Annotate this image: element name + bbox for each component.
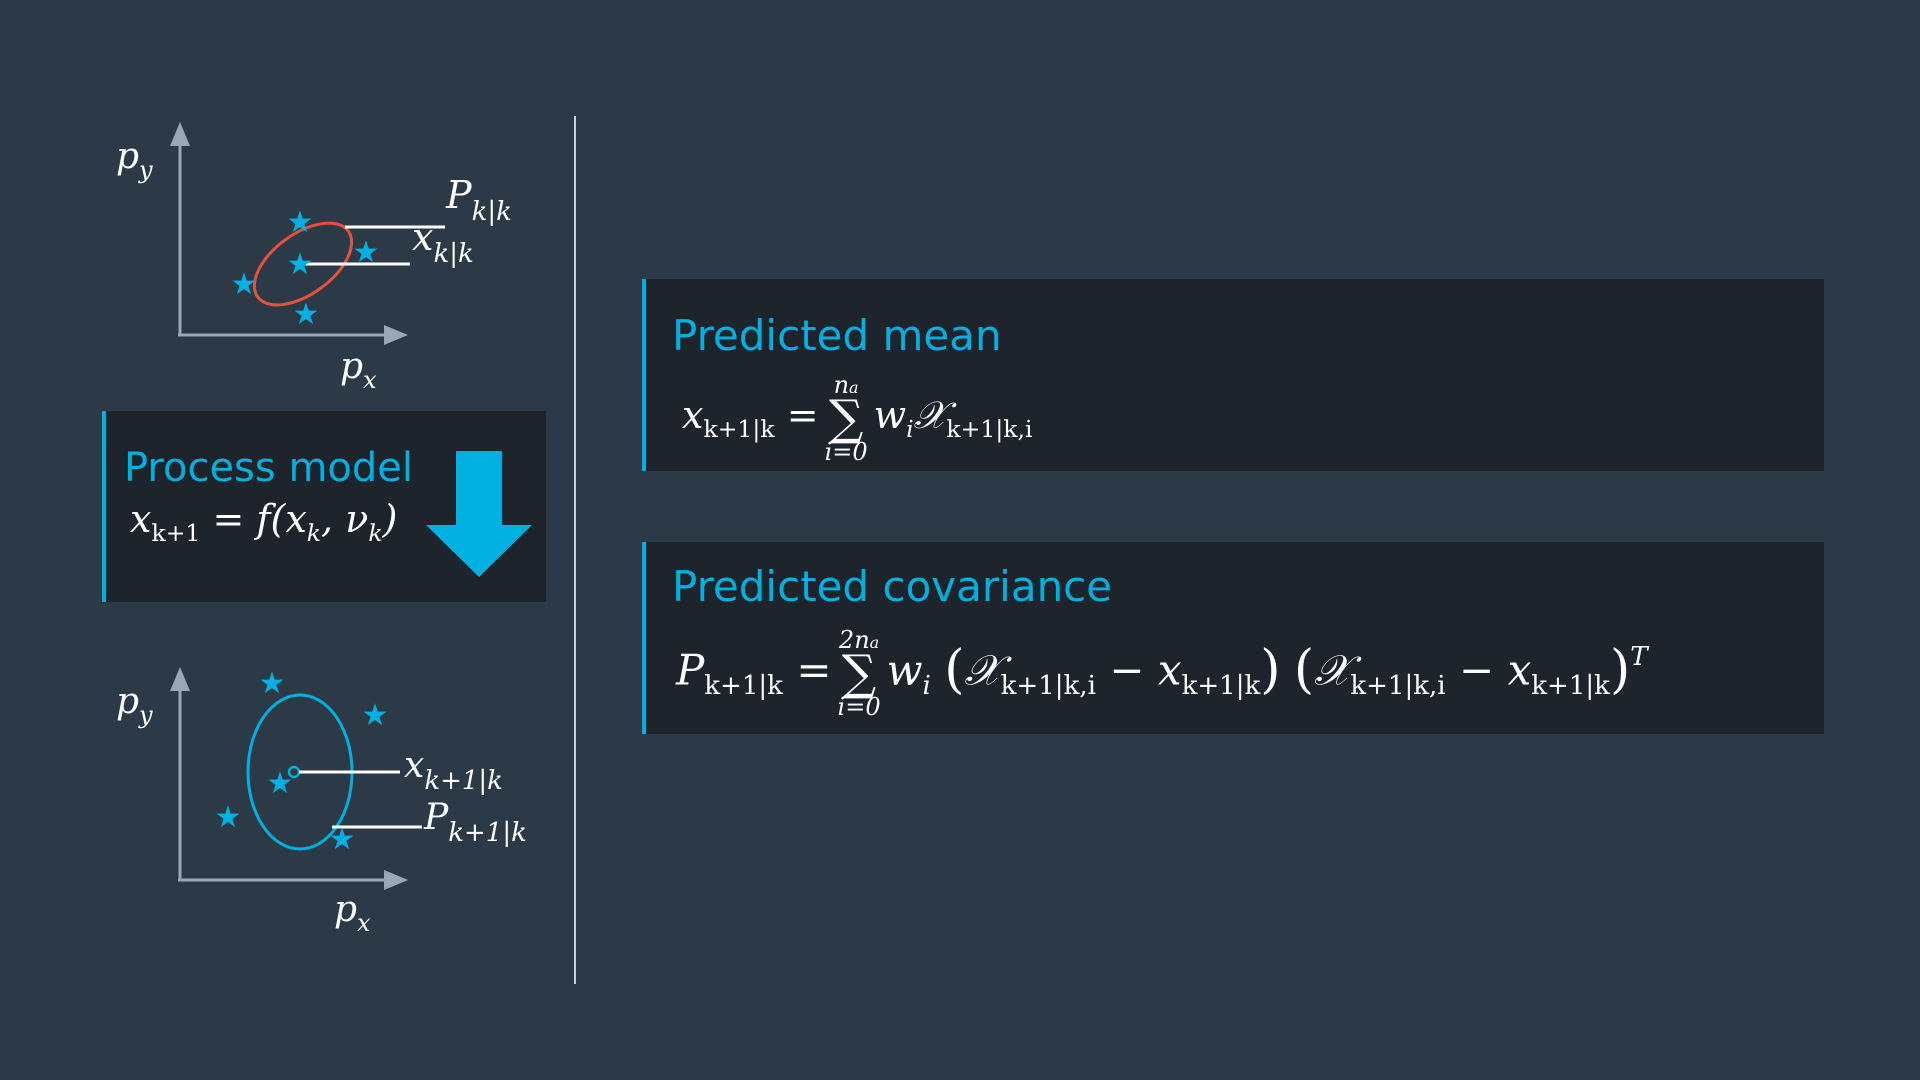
svg-text:xk|k: xk|k	[412, 215, 474, 269]
x-axis-label: p	[334, 889, 357, 930]
covariance-ellipse	[252, 221, 354, 307]
svg-text:px: px	[340, 346, 377, 394]
svg-text:px: px	[334, 889, 371, 937]
svg-text:py: py	[116, 681, 153, 729]
svg-text:py: py	[116, 136, 153, 184]
star-sigma-point: ★	[287, 247, 314, 282]
y-axis-arrowhead	[170, 667, 190, 691]
star-sigma-point: ★	[267, 766, 294, 801]
mean-label: x	[404, 745, 424, 786]
svg-text:xk+1|k: xk+1|k	[404, 745, 503, 796]
process-model-panel: Process model xk+1 = f(xk, νk)	[102, 411, 546, 602]
star-sigma-point: ★	[215, 800, 242, 835]
x-axis-arrowhead	[384, 325, 408, 345]
cov-label: P	[423, 797, 449, 838]
process-model-title: Process model	[124, 445, 414, 491]
star-sigma-point: ★	[353, 235, 380, 270]
predicted-mean-equation: xk+1|k = na ∑ i=0 wi𝒳k+1|k,i	[682, 371, 1033, 467]
process-model-equation: xk+1 = f(xk, νk)	[130, 497, 398, 547]
predicted-covariance-panel: Predicted covariance Pk+1|k = 2na ∑ i=0 wi (…	[642, 542, 1824, 734]
x-axis-label: p	[340, 346, 363, 387]
vertical-divider	[574, 116, 576, 984]
predicted-mean-title: Predicted mean	[672, 311, 1002, 360]
x-axis-arrowhead	[384, 870, 408, 890]
star-sigma-point: ★	[293, 297, 320, 332]
y-axis-label: p	[116, 681, 139, 722]
prior-state-diagram: ★ ★ ★ ★ ★ py px Pk|k xk|k	[116, 122, 512, 394]
star-sigma-point: ★	[231, 267, 258, 302]
predicted-covariance-title: Predicted covariance	[672, 562, 1113, 611]
star-sigma-point: ★	[362, 698, 389, 733]
predicted-state-diagram: ★ ★ ★ ★ ★ py px xk+1|k Pk+1|k	[116, 666, 527, 937]
y-axis-arrowhead	[170, 122, 190, 146]
predicted-mean-panel: Predicted mean xk+1|k = na ∑ i=0 wi𝒳k+1|k,i	[642, 279, 1824, 471]
star-sigma-point: ★	[259, 666, 286, 701]
mean-label: x	[412, 215, 433, 259]
svg-text:Pk+1|k: Pk+1|k	[423, 797, 527, 848]
y-axis-label: p	[116, 136, 139, 177]
down-arrow-icon	[426, 451, 532, 577]
svg-text:Pk|k: Pk|k	[445, 173, 512, 227]
star-sigma-point: ★	[287, 205, 314, 240]
star-sigma-point: ★	[329, 822, 356, 857]
predicted-covariance-equation: Pk+1|k = 2na ∑ i=0 wi (𝒳k+1|k,i − xk+1|k) (𝒳…	[676, 626, 1648, 722]
cov-label: P	[445, 173, 473, 217]
